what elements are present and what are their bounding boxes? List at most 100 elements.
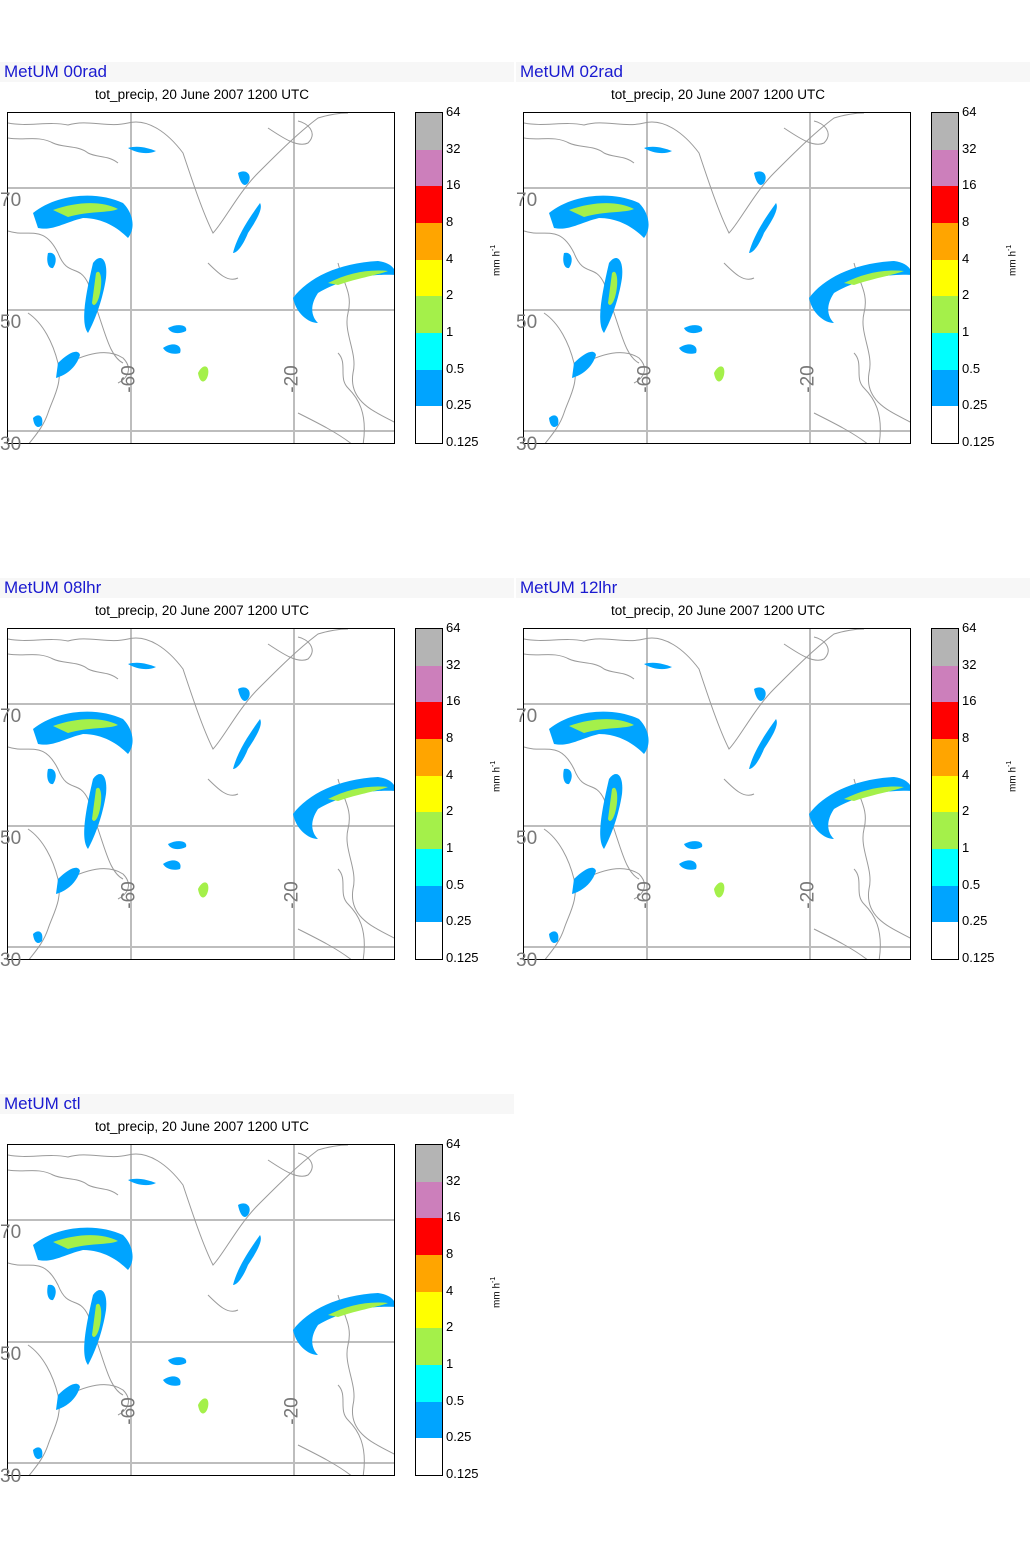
colorbar-segment <box>416 812 442 850</box>
colorbar-level-label: 16 <box>962 693 977 709</box>
lat-label-70: 70 <box>516 706 538 727</box>
plot-panel-3: MetUM 08lhr tot_precip, 20 June 2007 120… <box>0 578 514 1018</box>
lon-label-minus20: -20 <box>281 365 303 393</box>
colorbar-level-label: 2 <box>446 1319 454 1335</box>
colorbar-segment <box>932 113 958 151</box>
colorbar-level-label: 32 <box>446 140 461 156</box>
colorbar-level-label: 0.5 <box>446 876 465 892</box>
lat-label-30: 30 <box>0 434 22 455</box>
colorbar-unit-exponent: -1 <box>490 244 497 251</box>
colorbar-level-label: 64 <box>962 104 977 119</box>
precip-map <box>523 628 911 960</box>
coastlines <box>8 1145 394 1475</box>
colorbar-level-label: 1 <box>962 840 970 855</box>
plot-panel-5: MetUM ctl tot_precip, 20 June 2007 1200 … <box>0 1094 514 1534</box>
panel-header <box>0 62 514 82</box>
map-canvas <box>524 629 910 959</box>
lat-label-50: 50 <box>516 828 538 849</box>
colorbar-segment <box>416 629 442 667</box>
colorbar-level-label: 4 <box>446 766 454 782</box>
colorbar-segment <box>416 922 442 960</box>
plot-subtitle: tot_precip, 20 June 2007 1200 UTC <box>611 87 825 102</box>
colorbar-level-label: 2 <box>962 287 970 303</box>
plot-panel-4: MetUM 12lhr tot_precip, 20 June 2007 120… <box>516 578 1030 1018</box>
lat-label-70: 70 <box>0 706 22 727</box>
colorbar-segment <box>932 259 958 297</box>
colorbar-level-label: 8 <box>962 214 970 229</box>
colorbar-segment <box>416 1255 442 1293</box>
graticule <box>524 629 910 959</box>
colorbar-unit-text: mm h <box>491 767 503 792</box>
colorbar-segment <box>932 702 958 740</box>
colorbar-segment <box>416 113 442 151</box>
map-canvas <box>524 113 910 443</box>
colorbar-unit: mm h-1 <box>490 1277 502 1308</box>
colorbar-level-label: 8 <box>446 214 454 229</box>
plot-subtitle: tot_precip, 20 June 2007 1200 UTC <box>95 87 309 102</box>
colorbar-segment <box>932 812 958 850</box>
colorbar-level-label: 16 <box>446 693 461 709</box>
colorbar-unit: mm h-1 <box>1006 761 1018 792</box>
colorbar-level-label: 16 <box>446 1209 461 1225</box>
colorbar-level-label: 16 <box>446 177 461 193</box>
lon-label-minus20: -20 <box>797 365 819 393</box>
colorbar-level-label: 32 <box>962 140 977 156</box>
colorbar-level-label: 0.25 <box>962 913 988 929</box>
map-canvas <box>8 1145 394 1475</box>
colorbar-level-label: 1 <box>446 840 454 855</box>
lon-label-minus60: -60 <box>118 365 140 393</box>
run-title: MetUM ctl <box>4 1094 81 1113</box>
colorbar-level-label: 0.5 <box>446 1392 465 1408</box>
colorbar-segment <box>932 775 958 813</box>
colorbar-segment <box>932 739 958 777</box>
lat-label-50: 50 <box>0 312 22 333</box>
colorbar-level-label: 8 <box>446 730 454 745</box>
colorbar-segment <box>932 849 958 887</box>
colorbar-unit: mm h-1 <box>490 761 502 792</box>
colorbar-segment <box>416 223 442 261</box>
precip-map <box>7 1144 395 1476</box>
colorbar <box>415 112 443 444</box>
colorbar-segment <box>416 369 442 407</box>
lat-label-30: 30 <box>0 950 22 971</box>
panel-header <box>0 1094 514 1114</box>
coastlines <box>8 113 394 443</box>
colorbar-segment <box>932 223 958 261</box>
colorbar-segment <box>416 1218 442 1256</box>
colorbar <box>415 1144 443 1476</box>
colorbar-level-label: 4 <box>446 1282 454 1298</box>
lat-label-30: 30 <box>0 1466 22 1487</box>
colorbar-segment <box>416 296 442 334</box>
colorbar-level-label: 64 <box>446 620 461 635</box>
colorbar-segment <box>932 629 958 667</box>
precip-map <box>7 112 395 444</box>
lon-label-minus60: -60 <box>118 1397 140 1425</box>
colorbar-unit: mm h-1 <box>490 245 502 276</box>
colorbar-unit: mm h-1 <box>1006 245 1018 276</box>
precip-field <box>549 662 910 943</box>
colorbar-level-label: 0.125 <box>962 434 995 449</box>
colorbar-level-label: 4 <box>962 766 970 782</box>
colorbar-level-label: 1 <box>446 324 454 339</box>
plot-subtitle: tot_precip, 20 June 2007 1200 UTC <box>611 603 825 618</box>
lon-label-minus60: -60 <box>118 881 140 909</box>
precip-field <box>33 1178 394 1459</box>
colorbar-segment <box>416 1291 442 1329</box>
colorbar-level-label: 64 <box>962 620 977 635</box>
lat-label-50: 50 <box>0 828 22 849</box>
colorbar-level-label: 32 <box>446 656 461 672</box>
lat-label-70: 70 <box>516 190 538 211</box>
colorbar-segment <box>416 1401 442 1439</box>
precip-field <box>549 146 910 427</box>
colorbar-level-label: 0.5 <box>446 360 465 376</box>
colorbar-segment <box>416 665 442 703</box>
colorbar-level-label: 16 <box>962 177 977 193</box>
coastlines <box>8 629 394 959</box>
colorbar-segment <box>932 922 958 960</box>
lat-label-70: 70 <box>0 1222 22 1243</box>
map-canvas <box>8 113 394 443</box>
colorbar-segment <box>416 1438 442 1476</box>
colorbar-unit-exponent: -1 <box>490 760 497 767</box>
colorbar-level-label: 0.125 <box>962 950 995 965</box>
colorbar-unit-text: mm h <box>491 1283 503 1308</box>
